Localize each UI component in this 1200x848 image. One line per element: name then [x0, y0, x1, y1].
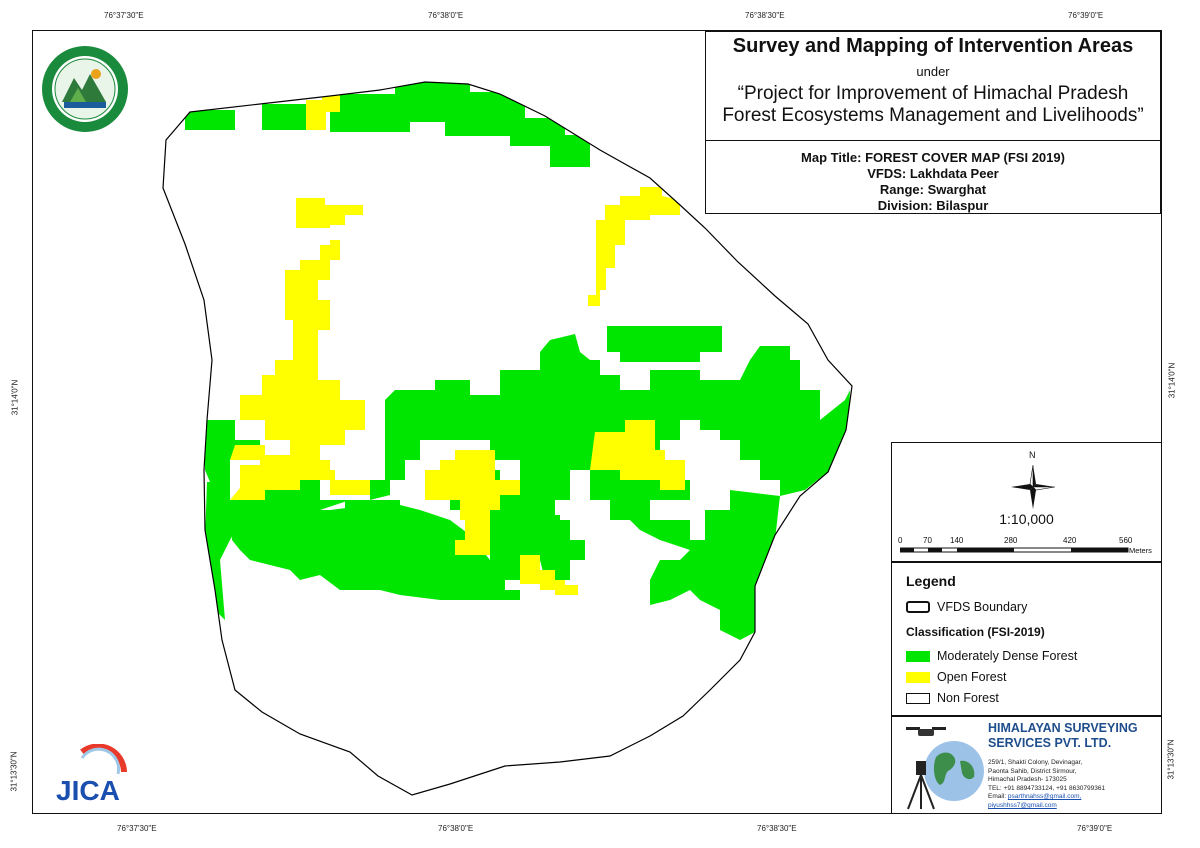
under-text: under — [916, 64, 950, 79]
email-label: Email: — [988, 793, 1007, 801]
scale-bar — [900, 547, 1129, 553]
scale-tick-70: 70 — [923, 536, 932, 545]
company-logo-icon — [906, 727, 984, 810]
company-name-line-1: HIMALAYAN SURVEYING — [988, 721, 1138, 735]
company-address: 259/1, Shakti Colony, Devinagar, Paonta … — [988, 759, 1105, 811]
scale-box: N 1:10,000 0 70 140 280 420 560 Meters — [891, 442, 1162, 562]
north-arrow-icon — [1011, 465, 1055, 509]
scale-tick-0: 0 — [898, 536, 903, 545]
scale-tick-420: 420 — [1063, 536, 1077, 545]
address-line-2: Paonta Sahib, District Sirmour, — [988, 767, 1077, 775]
legend-item-label: Moderately Dense Forest — [937, 649, 1078, 663]
north-label: N — [1029, 450, 1036, 460]
classification-title: Classification (FSI-2019) — [906, 625, 1045, 639]
vfds-text: VFDS: Lakhdata Peer — [867, 166, 999, 181]
coord-top-4: 76°39'0"E — [1068, 11, 1104, 20]
moderately-dense-swatch — [906, 650, 930, 662]
division-text: Division: Bilaspur — [877, 198, 989, 213]
scale-tick-560: 560 — [1119, 536, 1133, 545]
project-title-line-2: Forest Ecosystems Management and Livelih… — [722, 105, 1144, 126]
scale-unit: Meters — [1129, 546, 1152, 555]
map-title-text: Map Title: FOREST COVER MAP (FSI 2019) — [801, 150, 1065, 165]
coord-top-2: 76°38'0"E — [428, 11, 464, 20]
email-row: Email: psarthnahss@gmail.com, — [988, 793, 1105, 802]
legend-box: Legend VFDS Boundary Classification (FSI… — [891, 562, 1162, 716]
title-separator — [706, 140, 1160, 141]
range-text: Range: Swarghat — [879, 182, 987, 197]
coord-top-1: 76°37'30"E — [104, 11, 144, 20]
boundary-swatch — [906, 601, 930, 613]
scale-ratio: 1:10,000 — [999, 511, 1054, 527]
legend-item-label: Non Forest — [937, 691, 999, 705]
address-line-3: Himachal Pradesh- 173025 — [988, 776, 1067, 784]
company-box: HIMALAYAN SURVEYING SERVICES PVT. LTD. 2… — [891, 716, 1162, 814]
jica-text: JICA — [56, 775, 120, 806]
hp-forest-seal-icon — [42, 46, 128, 132]
scale-tick-140: 140 — [950, 536, 964, 545]
non-forest-swatch — [906, 692, 930, 704]
telephone: TEL: +91 8894733124, +91 8630799361 — [988, 784, 1106, 792]
project-title-line-1: “Project for Improvement of Himachal Pra… — [737, 83, 1129, 104]
map-info: Map Title: FOREST COVER MAP (FSI 2019) V… — [706, 150, 1160, 214]
jica-logo-icon: JICA — [56, 744, 127, 806]
coord-bottom-2: 76°38'0"E — [438, 824, 474, 833]
legend-item-non-forest: Non Forest — [906, 691, 999, 705]
email-link-1[interactable]: psarthnahss@gmail.com, — [1007, 793, 1082, 801]
coord-top-3: 76°38'30"E — [745, 11, 785, 20]
coord-bottom-3: 76°38'30"E — [757, 824, 797, 833]
legend-item-open-forest: Open Forest — [906, 670, 1006, 684]
map-frame — [32, 30, 1162, 814]
coord-bottom-4: 76°39'0"E — [1077, 824, 1113, 833]
legend-item-label: Open Forest — [937, 670, 1007, 684]
legend-boundary: VFDS Boundary — [906, 600, 1027, 614]
coord-bottom-1: 76°37'30"E — [117, 824, 157, 833]
legend-item-moderately-dense: Moderately Dense Forest — [906, 649, 1077, 663]
legend-boundary-label: VFDS Boundary — [937, 600, 1028, 614]
main-title: Survey and Mapping of Intervention Areas — [732, 35, 1134, 57]
company-name-line-2: SERVICES PVT. LTD. — [988, 736, 1112, 750]
open-forest-patches — [230, 95, 685, 595]
email-link-2[interactable]: piyushhss7@gmail.com — [988, 801, 1057, 809]
open-forest-swatch — [906, 671, 930, 683]
company-name: HIMALAYAN SURVEYING SERVICES PVT. LTD. — [988, 721, 1138, 751]
title-block: Survey and Mapping of Intervention Areas… — [705, 31, 1161, 214]
scale-tick-280: 280 — [1004, 536, 1018, 545]
address-line-1: 259/1, Shakti Colony, Devinagar, — [988, 759, 1083, 766]
vfds-boundary-line — [162, 81, 853, 796]
legend-title: Legend — [906, 573, 956, 589]
